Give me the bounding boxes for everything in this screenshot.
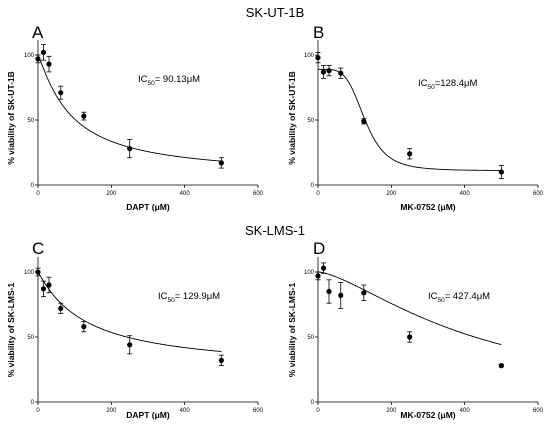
panel-a-data-point — [46, 61, 52, 67]
panel-d-data-point — [320, 265, 327, 271]
panel-b-data-point — [326, 68, 332, 74]
panel-d-ytick-label: 100 — [304, 270, 315, 276]
panel-d: D 0 50 100 0 200 400 600 % viability of SK-LMS-1… — [287, 239, 544, 420]
panel-d-fit-curve — [317, 271, 502, 346]
panel-a-ytick-label: 0 — [31, 183, 35, 189]
panel-d-xtick-label: 200 — [386, 408, 397, 414]
section-title-top: SK-UT-1B — [246, 5, 305, 20]
panel-b-ylabel: % viability of SK-UT-1B — [287, 71, 297, 165]
panel-b-data-point — [361, 118, 367, 124]
panel-a-data-point — [40, 49, 47, 56]
panel-b-xlabel: MK-0752 (μM) — [400, 202, 455, 212]
panel-c-xtick-label: 200 — [106, 408, 117, 414]
panel-c-data-point — [40, 286, 47, 292]
panel-c-ylabel: % viability of SK-LMS-1 — [6, 283, 16, 378]
panel-a: A 0 50 100 0 200 400 600 % viability of SK-UT-1B… — [6, 23, 264, 212]
panel-c-data-point — [46, 282, 52, 288]
panel-b-ytick-label: 50 — [307, 118, 314, 124]
panel-c-letter: C — [32, 239, 44, 258]
panel-b-data-point — [320, 69, 327, 75]
panel-a-data-point — [81, 113, 87, 119]
panel-d-data-point — [326, 288, 332, 295]
panel-a-ytick-label: 100 — [24, 53, 35, 59]
panel-b: B 0 50 100 0 200 400 600 % viability of SK-UT-1B… — [287, 23, 544, 212]
panel-b-fit-curve — [318, 68, 502, 171]
panel-b-xtick-label: 400 — [460, 191, 471, 197]
panel-b-xtick-label: 600 — [533, 191, 544, 197]
panel-a-data-point — [58, 90, 64, 96]
panel-d-data-point — [498, 363, 504, 369]
panel-b-data-point — [498, 169, 504, 175]
panel-d-xtick-label: 400 — [460, 408, 471, 414]
panel-d-xlabel: MK-0752 (μM) — [400, 410, 455, 420]
panel-d-letter: D — [313, 239, 325, 258]
panel-a-xtick-label: 400 — [180, 191, 191, 197]
panel-a-ylabel: % viability of SK-UT-1B — [6, 71, 16, 165]
panel-b-xtick-label: 200 — [386, 191, 397, 197]
panel-c: C 0 50 100 0 200 400 600 % viability of SK-LMS-1… — [6, 239, 264, 420]
panel-c-data-point — [81, 324, 87, 330]
section-title-bottom: SK-LMS-1 — [245, 223, 305, 238]
panel-a-data-point — [127, 146, 133, 152]
panel-b-data-point — [338, 70, 344, 76]
panel-b-letter: B — [313, 23, 324, 42]
panel-b-ytick-label: 0 — [311, 183, 315, 189]
panel-c-ytick-label: 100 — [24, 270, 35, 276]
panel-d-ic50-label: IC50= 427.4μM — [428, 291, 490, 304]
panel-a-letter: A — [32, 23, 44, 42]
panel-b-ytick-label: 100 — [304, 53, 315, 59]
panel-b-ic50-label: IC50=128.4μM — [418, 78, 478, 91]
panel-d-data-point — [361, 290, 367, 296]
panel-c-data-point — [127, 342, 133, 348]
panel-a-xtick-label: 200 — [106, 191, 117, 197]
panel-c-data-point — [218, 357, 224, 363]
panel-c-xtick-label: 0 — [36, 408, 40, 414]
panel-c-data-point — [35, 269, 41, 275]
panel-a-data-point — [218, 160, 224, 166]
panel-d-data-point — [315, 273, 321, 279]
panel-a-xlabel: DAPT (μM) — [126, 202, 170, 212]
panel-a-ic50-label: IC50= 90.13μM — [138, 74, 200, 87]
panel-d-xtick-label: 0 — [316, 408, 320, 414]
panel-c-ic50-label: IC50= 129.9μM — [158, 291, 220, 304]
panel-b-data-point — [407, 151, 413, 157]
panel-a-ytick-label: 50 — [27, 118, 34, 124]
panel-c-xtick-label: 600 — [253, 408, 264, 414]
panel-b-data-point — [315, 55, 321, 61]
panel-d-ytick-label: 50 — [307, 335, 314, 341]
panel-d-ylabel: % viability of SK-LMS-1 — [287, 283, 297, 378]
panel-c-ytick-label: 0 — [31, 400, 35, 406]
panel-c-ytick-label: 50 — [27, 335, 34, 341]
panel-a-xtick-label: 600 — [253, 191, 264, 197]
panel-a-xtick-label: 0 — [36, 191, 40, 197]
panel-c-data-point — [58, 305, 64, 311]
panel-d-xtick-label: 600 — [533, 408, 544, 414]
panel-d-data-point — [407, 334, 413, 340]
panel-b-xtick-label: 0 — [316, 191, 320, 197]
panel-c-xlabel: DAPT (μM) — [126, 410, 170, 420]
panel-d-data-point — [338, 292, 344, 298]
panel-a-data-point — [35, 56, 41, 62]
panel-d-ytick-label: 0 — [311, 400, 315, 406]
panel-c-xtick-label: 400 — [180, 408, 191, 414]
